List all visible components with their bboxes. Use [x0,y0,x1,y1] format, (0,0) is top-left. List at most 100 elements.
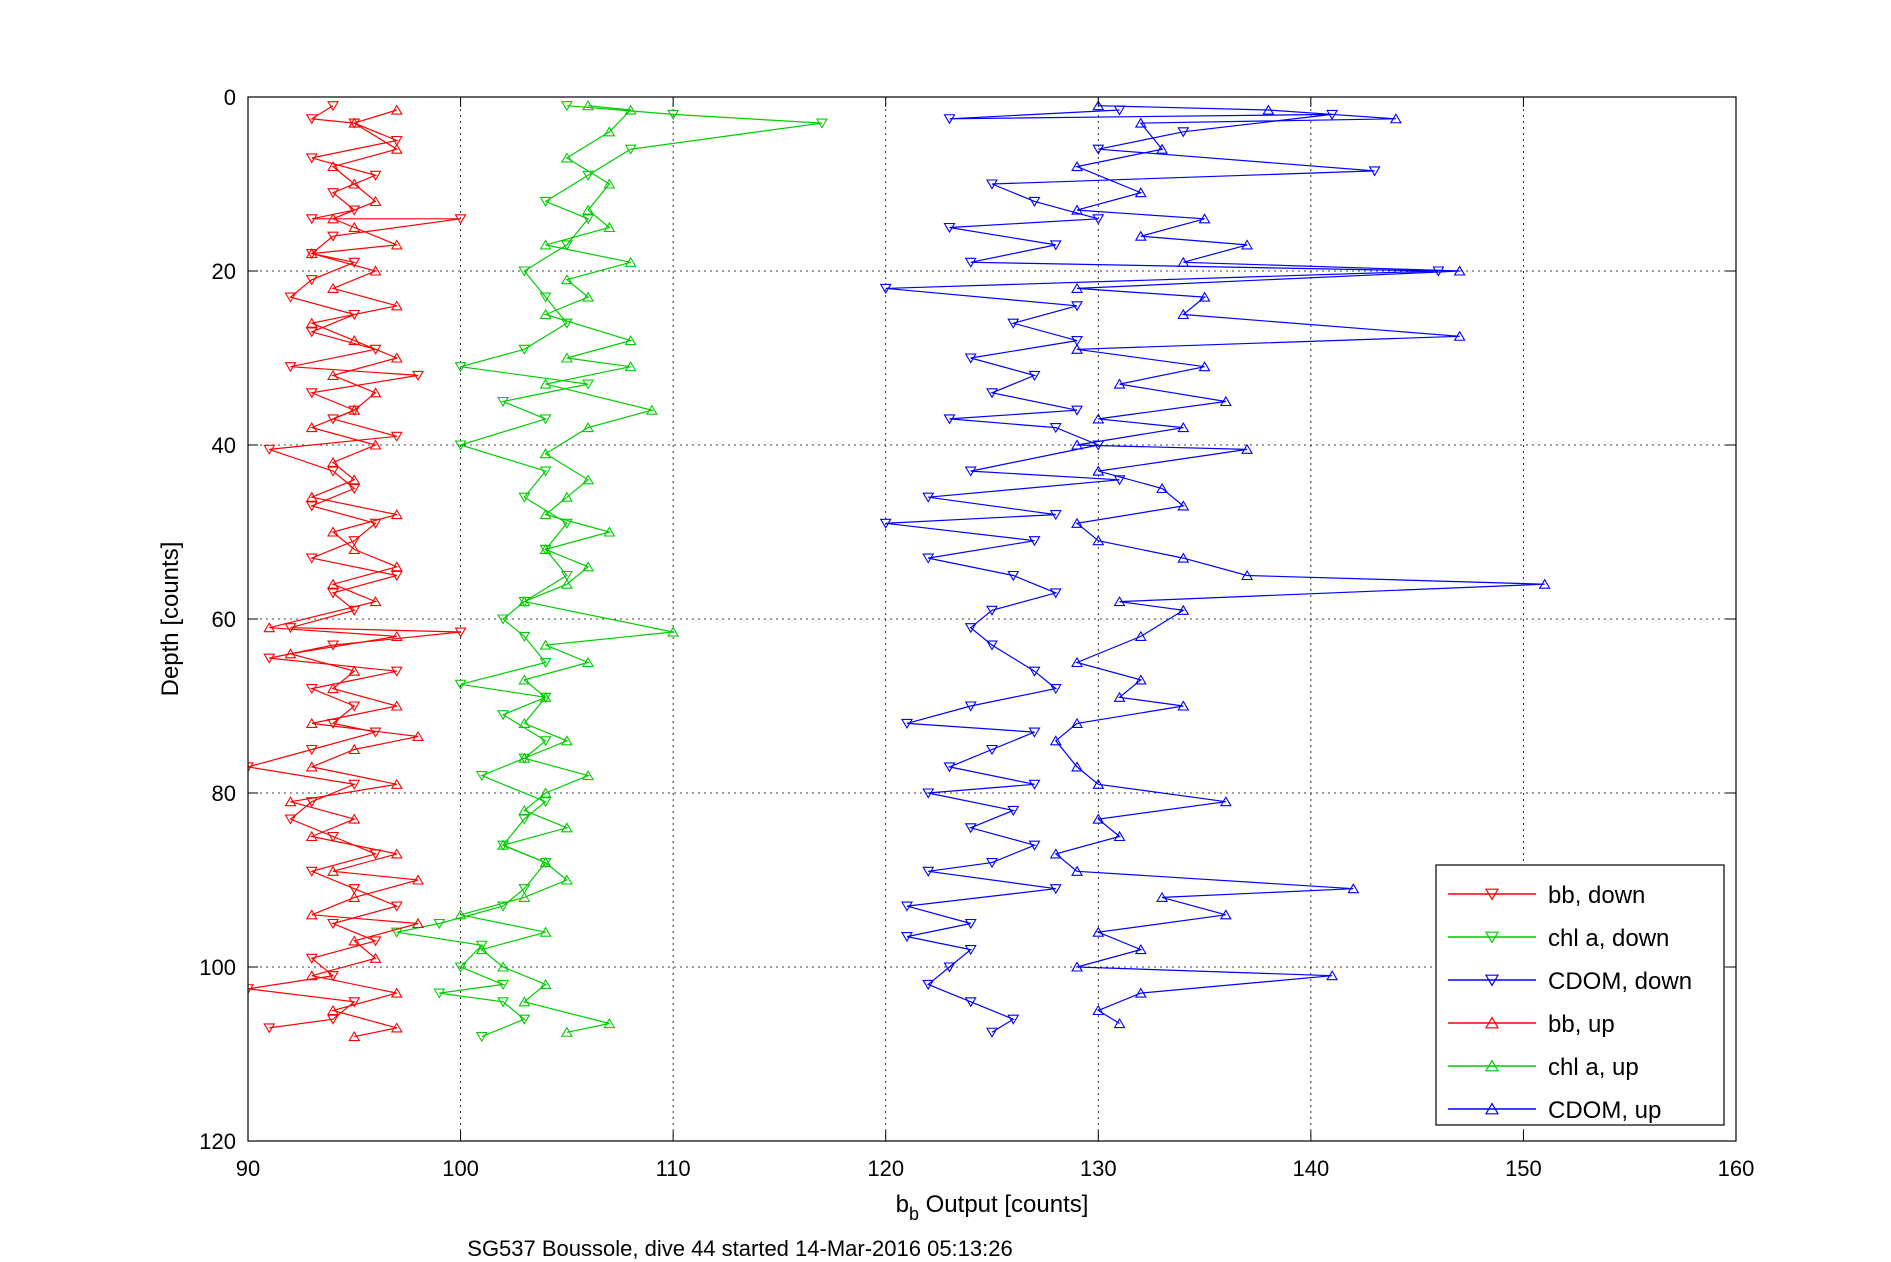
x-axis-label: bb Output [counts] [896,1191,1089,1224]
data-point [263,444,276,455]
data-point [879,518,892,529]
data-point [1177,127,1190,138]
data-point [412,917,425,929]
data-point [284,362,297,373]
legend-box [1435,864,1725,1126]
data-point [284,814,297,825]
data-point [922,979,935,990]
data-point [539,787,552,798]
data-point [560,874,573,885]
data-point [390,1022,403,1033]
data-point [1071,204,1083,215]
data-point [454,679,467,690]
series-layer [248,100,1551,1043]
legend-marker [1484,974,1500,987]
data-point [348,997,361,1008]
data-point [475,940,488,951]
data-point [454,440,467,451]
series-bb-up [263,104,425,1042]
data-point [539,378,552,389]
x-tick-label: 130 [1080,1156,1117,1181]
data-point [327,282,339,293]
data-point [1071,301,1083,312]
data-point [1092,1004,1105,1016]
x-tick-label: 150 [1505,1156,1542,1181]
data-point [390,570,403,582]
data-point [327,369,339,380]
data-point [1453,265,1466,276]
data-point [901,718,913,729]
data-point [305,761,318,772]
data-point [539,292,552,303]
data-point [284,623,297,634]
data-point [539,657,552,669]
series-chl-a-up [454,100,680,1037]
data-point [327,414,339,425]
data-point [1092,778,1105,789]
data-point [433,918,446,930]
data-point [305,153,318,164]
y-tick-label: 80 [212,781,236,806]
data-point [348,891,361,902]
data-point [305,248,318,259]
data-point [497,614,510,625]
data-point [497,396,510,408]
data-point [943,114,956,125]
data-point [497,710,510,721]
data-point [1113,691,1126,702]
data-point [475,944,488,955]
data-point [1092,813,1105,824]
legend-label: chl a, down [1548,925,1669,952]
data-point [518,804,531,815]
data-point [1134,944,1147,955]
data-point [390,901,403,912]
data-point [539,466,552,477]
data-point [327,161,339,172]
data-point [305,970,318,981]
data-point [348,404,361,415]
series-cdom-up [1049,100,1551,1029]
data-point [518,344,531,355]
data-point [1071,865,1083,876]
data-point [369,387,382,398]
data-point [248,984,254,995]
data-point [1028,779,1041,790]
data-point [964,353,977,364]
x-tick-label: 160 [1718,1156,1755,1181]
data-point [1432,266,1445,277]
data-point [348,257,361,268]
data-point [1092,465,1105,476]
data-point [305,909,318,920]
data-point [539,509,552,520]
data-point [1071,282,1083,293]
data-point [1049,684,1062,695]
data-point [1113,1017,1126,1029]
data-point [369,596,382,607]
data-point [1177,604,1190,615]
data-point [539,308,552,320]
series-line [248,105,461,1029]
data-point [964,623,977,634]
data-point [922,788,935,799]
data-point [518,891,531,902]
data-point [390,352,403,363]
data-point [1028,196,1041,207]
data-point [263,1023,276,1034]
data-point [603,526,616,537]
data-point [305,114,318,125]
data-point [1177,700,1190,711]
data-point [1177,308,1190,320]
data-point [1071,761,1083,772]
data-point [475,771,488,782]
data-point [1113,830,1126,842]
x-tick-label: 90 [236,1156,260,1181]
data-point [560,570,573,582]
data-point [327,526,339,537]
data-point [1092,413,1105,424]
data-point [1198,291,1211,302]
data-point [433,988,446,999]
data-point [1241,239,1254,250]
data-point [412,730,425,741]
data-point [327,1004,339,1016]
legend-item: CDOM, up [1448,1097,1661,1124]
